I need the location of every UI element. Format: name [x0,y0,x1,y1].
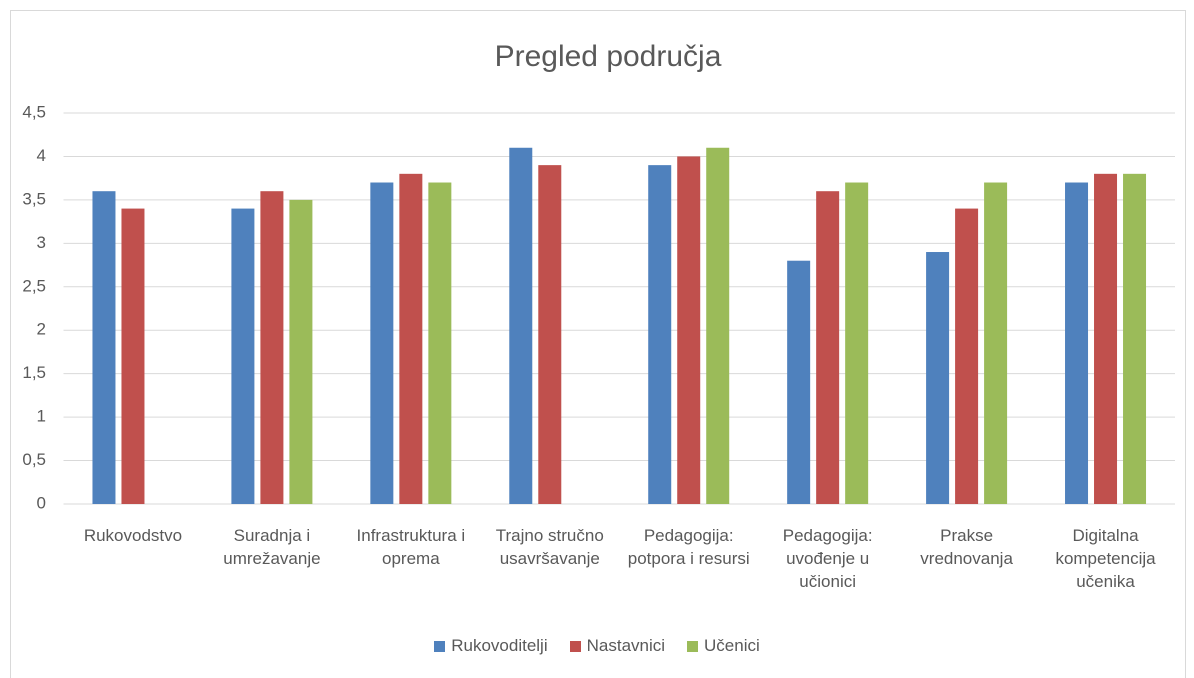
bar [428,182,452,504]
bar [399,173,423,505]
legend-item: Nastavnici [569,636,666,656]
legend: Rukovoditelji Nastavnici Učenici [0,636,1194,656]
legend-label: Nastavnici [586,636,666,655]
x-tick-label: Suradnja i umrežavanje [223,526,321,568]
bar [1123,173,1147,505]
legend-swatch [569,640,581,652]
bar [289,199,313,504]
x-tick-label: Prakse vrednovanja [920,526,1013,568]
y-tick-label: 1 [37,407,46,426]
bar [231,208,255,505]
bar [509,147,533,504]
y-tick-label: 2 [37,320,46,339]
y-tick-label: 1,5 [22,363,46,382]
x-tick-label: Trajno stručno usavršavanje [495,526,604,568]
legend-label: Učenici [704,636,760,655]
bar [816,191,840,504]
bar [260,191,284,504]
x-tick-label: Rukovodstvo [83,526,183,545]
y-tick-label: 4,5 [22,102,46,121]
chart-title: Pregled područja [495,40,722,73]
bar [648,165,672,504]
bar [1094,173,1118,505]
bar [121,208,145,505]
x-tick-label: Pedagogija: potpora i resursi [627,526,750,568]
bar [787,260,811,504]
x-tick-label: Pedagogija: uvođenje u učionici [782,526,873,591]
bar [984,182,1008,504]
y-tick-label: 0,5 [22,450,46,469]
y-tick-label: 3,5 [22,189,46,208]
bar [370,182,394,504]
legend-label: Rukovoditelji [451,636,548,655]
bar [706,147,730,504]
bar [845,182,869,504]
legend-swatch [434,640,446,652]
bar [92,191,116,504]
legend-item: Rukovoditelji [434,636,548,656]
x-tick-label: Infrastruktura i oprema [356,526,466,568]
bar [677,156,701,504]
chart-border [10,10,1186,678]
y-tick-label: 4 [37,146,46,165]
x-tick-label: Digitalna kompetencija učenika [1055,526,1156,591]
bar [955,208,979,505]
legend-swatch [687,640,699,652]
bar [538,165,562,504]
bar [1065,182,1089,504]
y-tick-label: 3 [37,233,46,252]
legend-item: Učenici [687,636,760,656]
y-tick-label: 0 [37,493,46,512]
y-tick-label: 2,5 [22,276,46,295]
bar [926,252,950,504]
